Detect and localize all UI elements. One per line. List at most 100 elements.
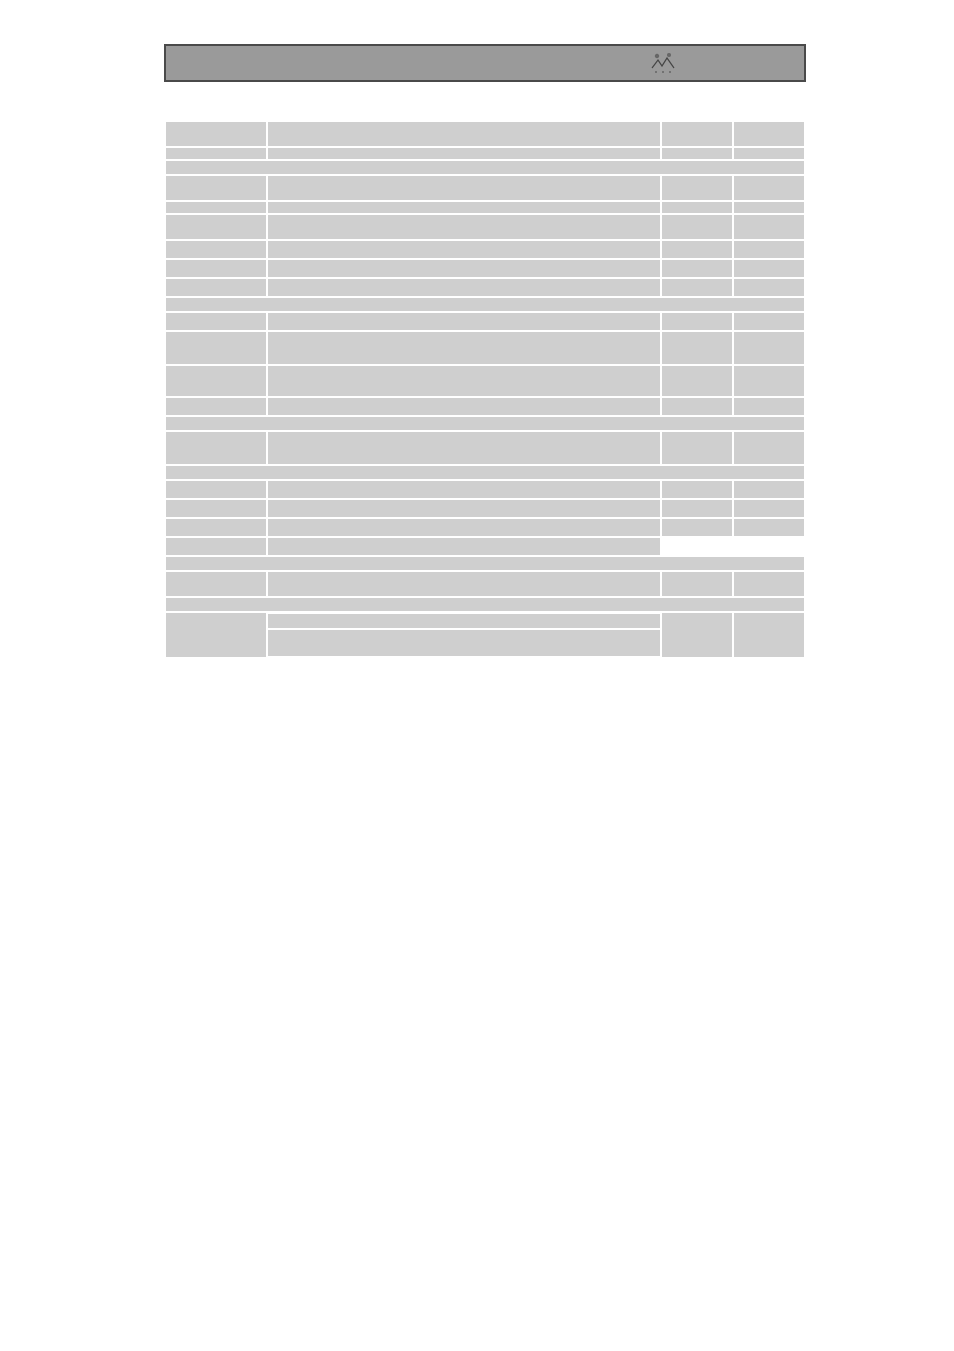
cell — [268, 176, 660, 200]
cell — [734, 613, 804, 657]
table-row — [166, 176, 804, 200]
table-row — [166, 298, 804, 311]
cell — [268, 215, 660, 239]
cell — [166, 122, 266, 146]
section-divider — [166, 161, 804, 174]
page-root — [0, 0, 954, 1351]
cell — [734, 279, 804, 296]
table-row — [166, 148, 804, 159]
cell — [734, 332, 804, 364]
cell — [662, 332, 732, 364]
table-row — [166, 466, 804, 479]
table-row — [166, 202, 804, 213]
cell — [662, 519, 732, 536]
table-row — [166, 598, 804, 611]
table-row — [166, 500, 804, 517]
cell — [166, 500, 266, 517]
cell — [662, 279, 732, 296]
section-divider — [166, 557, 804, 570]
cell — [268, 614, 660, 628]
cell — [268, 332, 660, 364]
cell — [166, 332, 266, 364]
cell — [268, 519, 660, 536]
cell — [662, 176, 732, 200]
table-row — [166, 572, 804, 596]
cell — [268, 481, 660, 498]
cell — [734, 481, 804, 498]
cell — [166, 519, 266, 536]
cell — [268, 241, 660, 258]
table-row — [166, 161, 804, 174]
cell — [268, 366, 660, 396]
cell — [166, 148, 266, 159]
cell — [734, 122, 804, 146]
cell — [734, 572, 804, 596]
table-row — [166, 432, 804, 464]
cell — [662, 366, 732, 396]
cell — [166, 215, 266, 239]
table-row — [166, 613, 804, 657]
cell — [662, 241, 732, 258]
cell — [734, 215, 804, 239]
cell — [166, 366, 266, 396]
cell — [268, 432, 660, 464]
cell — [734, 538, 804, 555]
cell — [734, 241, 804, 258]
cell — [268, 398, 660, 415]
cell — [662, 432, 732, 464]
cell — [268, 538, 660, 555]
cell — [662, 313, 732, 330]
cell-stacked — [268, 613, 660, 657]
cell — [166, 313, 266, 330]
cell — [166, 279, 266, 296]
table-row — [166, 122, 804, 146]
cell — [734, 176, 804, 200]
data-table-body — [166, 122, 804, 657]
cell — [268, 260, 660, 277]
table-row — [166, 417, 804, 430]
cell — [662, 398, 732, 415]
top-banner — [164, 44, 806, 82]
cell — [166, 538, 266, 555]
cell — [734, 260, 804, 277]
cell — [734, 398, 804, 415]
table-row — [166, 260, 804, 277]
cell — [662, 572, 732, 596]
cell — [268, 313, 660, 330]
cell — [268, 202, 660, 213]
cell — [734, 432, 804, 464]
landscape-icon — [650, 49, 676, 75]
table-row — [166, 519, 804, 536]
cell — [268, 122, 660, 146]
section-divider — [166, 466, 804, 479]
data-table — [164, 120, 806, 659]
table-row — [166, 279, 804, 296]
table-row — [166, 332, 804, 364]
cell — [268, 630, 660, 656]
cell — [166, 432, 266, 464]
cell — [734, 500, 804, 517]
section-divider — [166, 598, 804, 611]
cell — [662, 538, 732, 555]
cell — [268, 279, 660, 296]
table-row — [166, 557, 804, 570]
cell — [662, 500, 732, 517]
cell — [268, 500, 660, 517]
cell — [166, 260, 266, 277]
cell — [166, 572, 266, 596]
cell — [166, 398, 266, 415]
cell — [166, 613, 266, 657]
table-row — [166, 215, 804, 239]
cell — [734, 366, 804, 396]
cell — [734, 148, 804, 159]
section-divider — [166, 417, 804, 430]
cell — [268, 572, 660, 596]
section-divider — [166, 298, 804, 311]
cell — [662, 148, 732, 159]
cell — [734, 202, 804, 213]
cell — [662, 202, 732, 213]
cell — [166, 241, 266, 258]
table-row — [166, 366, 804, 396]
cell — [734, 519, 804, 536]
table-row — [166, 538, 804, 555]
